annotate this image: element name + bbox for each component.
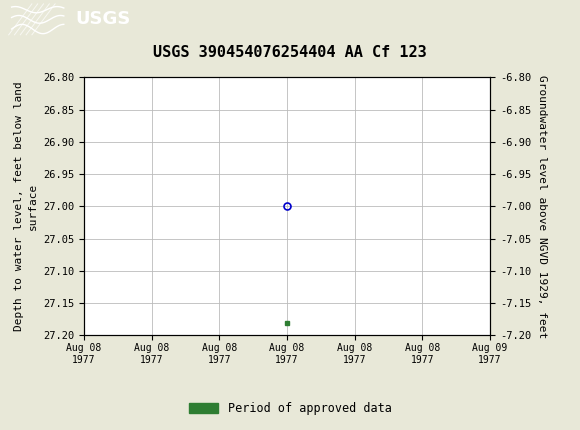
Y-axis label: Depth to water level, feet below land
surface: Depth to water level, feet below land su… [14,82,38,331]
Text: USGS: USGS [75,10,130,28]
Text: USGS 390454076254404 AA Cf 123: USGS 390454076254404 AA Cf 123 [153,45,427,60]
Y-axis label: Groundwater level above NGVD 1929, feet: Groundwater level above NGVD 1929, feet [536,75,546,338]
Legend: Period of approved data: Period of approved data [184,397,396,420]
